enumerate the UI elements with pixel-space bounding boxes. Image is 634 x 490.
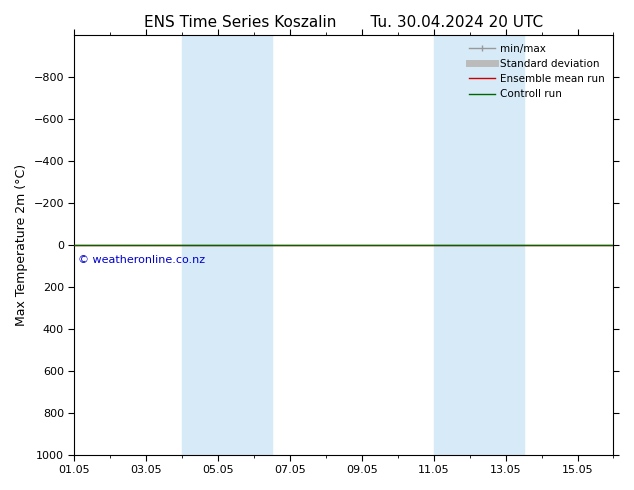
- Title: ENS Time Series Koszalin       Tu. 30.04.2024 20 UTC: ENS Time Series Koszalin Tu. 30.04.2024 …: [145, 15, 543, 30]
- Y-axis label: Max Temperature 2m (°C): Max Temperature 2m (°C): [15, 164, 28, 326]
- Text: © weatheronline.co.nz: © weatheronline.co.nz: [78, 255, 205, 266]
- Legend: min/max, Standard deviation, Ensemble mean run, Controll run: min/max, Standard deviation, Ensemble me…: [466, 41, 608, 102]
- Bar: [182, 35, 272, 455]
- Bar: [434, 35, 524, 455]
